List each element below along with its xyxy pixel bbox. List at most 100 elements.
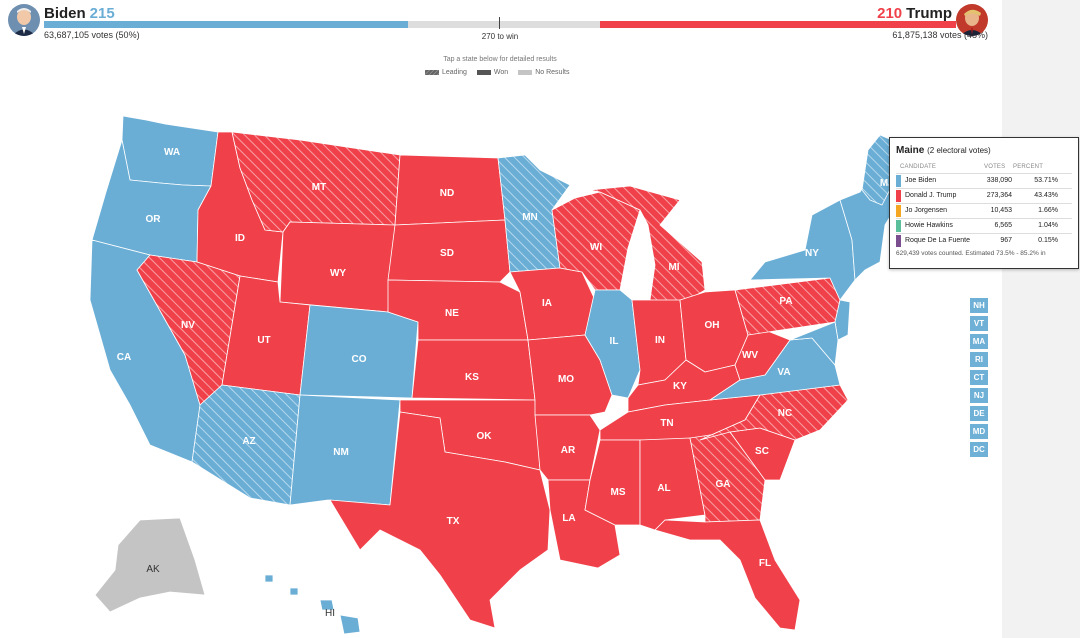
label-sc: SC xyxy=(755,446,769,457)
candidate-pct: 0.15% xyxy=(1038,237,1058,244)
label-ne: NE xyxy=(445,308,459,319)
win-threshold-marker xyxy=(499,17,500,29)
candidate-pct: 43.43% xyxy=(1034,192,1058,199)
state-tx[interactable] xyxy=(329,411,551,629)
legend-no-results: No Results xyxy=(518,69,569,76)
label-wi: WI xyxy=(590,242,602,253)
won-swatch-icon xyxy=(476,70,491,75)
popup-state-name: Maine xyxy=(896,145,925,156)
candidate-votes: 967 xyxy=(1000,237,1012,244)
small-state-vt[interactable]: VT xyxy=(970,316,988,331)
label-ga: GA xyxy=(716,479,731,490)
state-results-popup: Maine (2 electoral votes) CANDIDATE VOTE… xyxy=(889,137,1079,269)
label-la: LA xyxy=(562,513,575,524)
label-wv: WV xyxy=(742,350,758,361)
biden-votes: 63,687,105 votes (50%) xyxy=(44,30,140,40)
state-wi[interactable] xyxy=(551,191,641,291)
candidate-pct: 53.71% xyxy=(1034,177,1058,184)
label-pa: PA xyxy=(779,296,792,307)
candidate-name: Donald J. Trump xyxy=(905,192,957,199)
label-ia: IA xyxy=(542,298,552,309)
candidate-votes: 10,453 xyxy=(990,207,1012,214)
label-mi: MI xyxy=(668,262,679,273)
small-state-de[interactable]: DE xyxy=(970,406,988,421)
state-ks[interactable] xyxy=(411,339,536,401)
label-il: IL xyxy=(610,336,619,347)
popup-footer: 629,439 votes counted. Estimated 73.5% -… xyxy=(896,250,1046,257)
label-nd: ND xyxy=(440,188,454,199)
small-state-nj[interactable]: NJ xyxy=(970,388,988,403)
biden-avatar xyxy=(8,4,40,36)
biden-name: Biden 215 xyxy=(44,5,115,22)
biden-label: Biden xyxy=(44,5,86,22)
state-co[interactable] xyxy=(299,304,419,399)
rep-swatch xyxy=(896,190,901,202)
label-va: VA xyxy=(777,367,790,378)
trump-name: 210 Trump xyxy=(877,5,952,22)
trump-votes: 61,875,138 votes (48%) xyxy=(892,30,988,40)
popup-ev-text: (2 electoral votes) xyxy=(927,146,991,155)
state-ak[interactable] xyxy=(94,517,206,613)
label-ks: KS xyxy=(465,372,479,383)
label-ak: AK xyxy=(146,564,160,575)
small-state-ri[interactable]: RI xyxy=(970,352,988,367)
page-margin xyxy=(1002,0,1080,638)
label-ms: MS xyxy=(611,487,626,498)
biden-ev-bar xyxy=(44,21,409,28)
state-wy[interactable] xyxy=(279,221,396,313)
label-nc: NC xyxy=(778,408,792,419)
lib-swatch xyxy=(896,205,901,217)
no-results-swatch-icon xyxy=(518,70,533,75)
label-in: IN xyxy=(655,335,665,346)
label-wy: WY xyxy=(330,268,346,279)
leading-swatch-icon xyxy=(425,70,439,75)
small-states-list: NH VT MA RI CT NJ DE MD DC xyxy=(970,298,988,460)
trump-ev: 210 xyxy=(877,5,903,22)
label-tx: TX xyxy=(447,516,460,527)
trump-label: Trump xyxy=(906,5,952,22)
col-votes: VOTES xyxy=(984,164,1006,170)
green-swatch xyxy=(896,220,901,232)
label-fl: FL xyxy=(759,558,771,569)
state-hi[interactable] xyxy=(264,574,361,635)
label-nv: NV xyxy=(181,320,195,331)
win-threshold-label: 270 to win xyxy=(481,32,519,41)
results-header: Biden 215 63,687,105 votes (50%) 270 to w… xyxy=(0,0,1000,52)
small-state-ct[interactable]: CT xyxy=(970,370,988,385)
popup-title: Maine (2 electoral votes) xyxy=(896,145,991,156)
tap-hint: Tap a state below for detailed results xyxy=(443,56,557,63)
trump-avatar xyxy=(956,4,988,36)
small-state-nh[interactable]: NH xyxy=(970,298,988,313)
candidate-name: Roque De La Fuente xyxy=(905,237,970,244)
candidate-name: Howie Hawkins xyxy=(905,222,953,229)
small-state-md[interactable]: MD xyxy=(970,424,988,439)
label-ny: NY xyxy=(805,248,819,259)
label-co: CO xyxy=(352,354,367,365)
label-me: M xyxy=(880,178,888,189)
label-ca: CA xyxy=(117,352,131,363)
col-percent: PERCENT xyxy=(1013,164,1044,170)
candidate-name: Jo Jorgensen xyxy=(905,207,948,214)
state-sd[interactable] xyxy=(387,219,511,283)
label-oh: OH xyxy=(705,320,720,331)
dem-swatch xyxy=(896,175,901,187)
label-ar: AR xyxy=(561,445,576,456)
legend-won-label: Won xyxy=(493,69,509,76)
legend-leading: Leading xyxy=(425,69,467,76)
label-ky: KY xyxy=(673,381,687,392)
small-state-dc[interactable]: DC xyxy=(970,442,988,457)
label-mn: MN xyxy=(522,212,538,223)
us-electoral-map: WA OR CA ID NV MT WY UT AZ CO NM ND SD N… xyxy=(89,115,901,635)
trump-ev-bar xyxy=(600,21,956,28)
state-de-md[interactable] xyxy=(789,321,839,366)
candidate-votes: 6,565 xyxy=(994,222,1012,229)
label-mo: MO xyxy=(558,374,574,385)
table-row: Howie Hawkins 6,565 1.04% xyxy=(896,218,1072,233)
state-fl[interactable] xyxy=(654,519,801,631)
table-row: Donald J. Trump 273,364 43.43% xyxy=(896,188,1072,203)
candidate-votes: 273,364 xyxy=(986,192,1012,199)
candidate-votes: 338,090 xyxy=(986,177,1012,184)
ev-progress-track xyxy=(44,21,956,28)
small-state-ma[interactable]: MA xyxy=(970,334,988,349)
candidate-pct: 1.66% xyxy=(1038,207,1058,214)
